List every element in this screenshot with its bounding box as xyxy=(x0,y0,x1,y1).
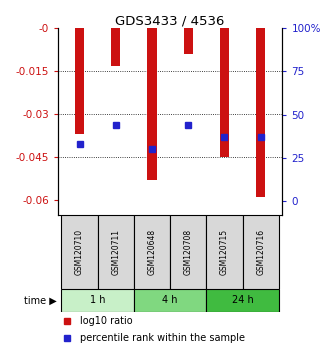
Text: GSM120716: GSM120716 xyxy=(256,229,265,275)
Text: time ▶: time ▶ xyxy=(24,295,57,306)
Bar xyxy=(206,215,243,289)
Bar xyxy=(61,215,98,289)
Bar xyxy=(184,28,193,54)
Text: GSM120711: GSM120711 xyxy=(111,229,120,275)
Text: GSM120710: GSM120710 xyxy=(75,229,84,275)
Bar xyxy=(220,28,229,157)
Text: GSM120715: GSM120715 xyxy=(220,229,229,275)
Title: GDS3433 / 4536: GDS3433 / 4536 xyxy=(116,14,225,27)
Text: GSM120708: GSM120708 xyxy=(184,229,193,275)
Text: percentile rank within the sample: percentile rank within the sample xyxy=(80,333,245,343)
Text: log10 ratio: log10 ratio xyxy=(80,315,133,326)
Text: GSM120648: GSM120648 xyxy=(148,229,157,275)
Bar xyxy=(256,28,265,197)
Bar xyxy=(98,215,134,289)
Bar xyxy=(147,28,157,180)
Bar xyxy=(243,215,279,289)
Text: 1 h: 1 h xyxy=(90,295,105,306)
Text: 4 h: 4 h xyxy=(162,295,178,306)
Bar xyxy=(75,28,84,134)
Bar xyxy=(206,289,279,312)
Bar xyxy=(134,289,206,312)
Bar xyxy=(170,215,206,289)
Text: 24 h: 24 h xyxy=(232,295,254,306)
Bar xyxy=(134,215,170,289)
Bar xyxy=(111,28,120,65)
Bar xyxy=(61,289,134,312)
